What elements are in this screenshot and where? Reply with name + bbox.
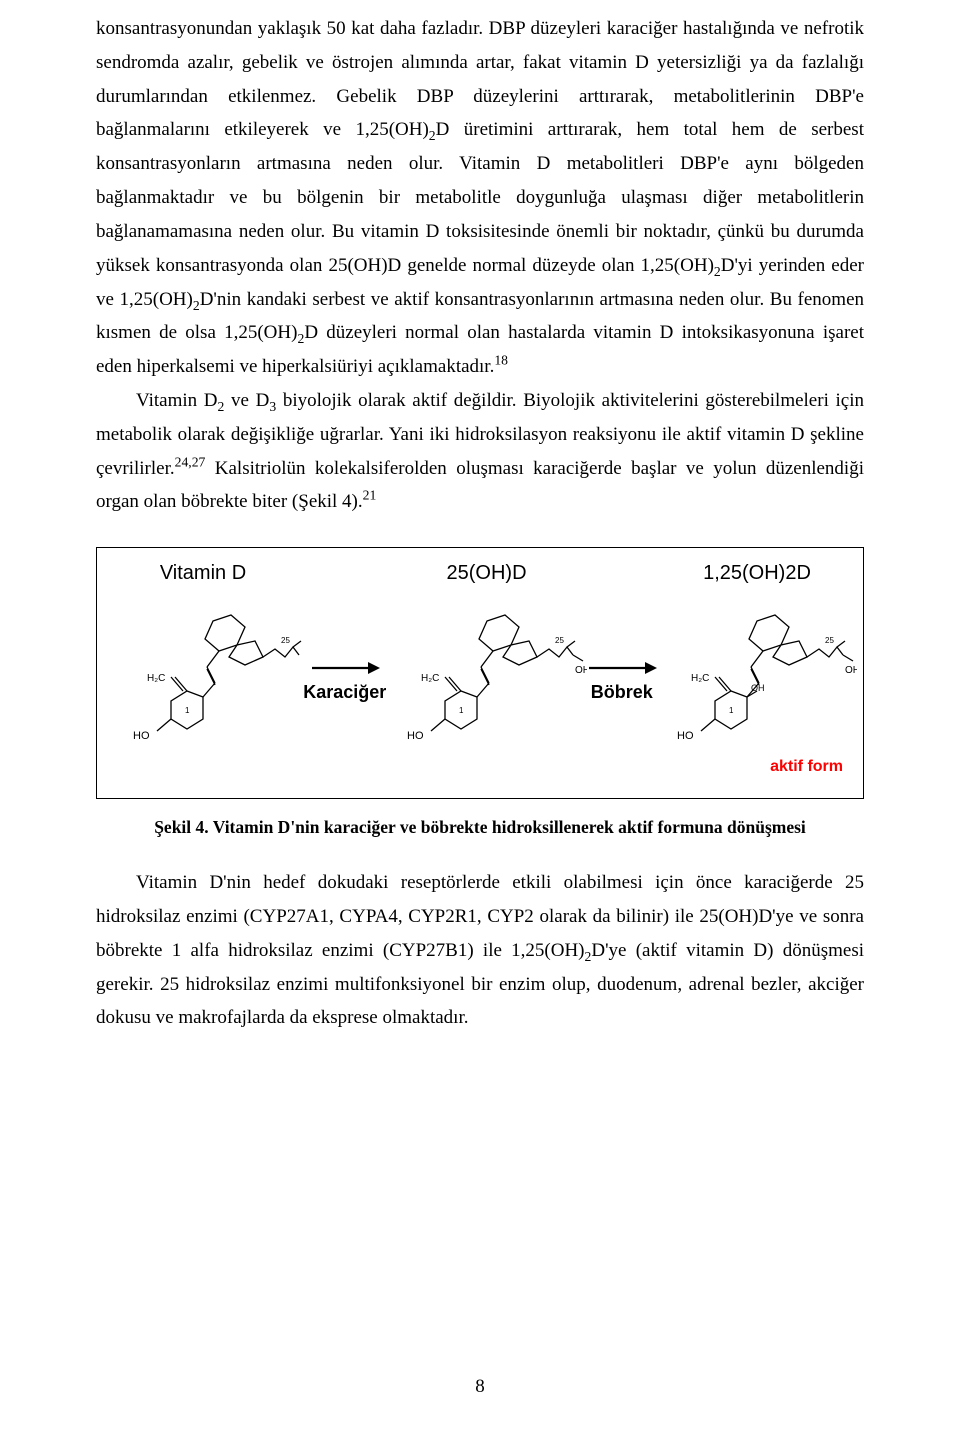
svg-text:HO: HO — [407, 730, 424, 742]
body-text-block-1: konsantrasyonundan yaklaşık 50 kat daha … — [96, 12, 864, 519]
page-content: konsantrasyonundan yaklaşık 50 kat daha … — [0, 0, 960, 1035]
arrow-1-svg — [310, 658, 380, 678]
molecule-2-title: 25(OH)D — [447, 562, 527, 585]
svg-text:HO: HO — [133, 730, 150, 742]
molecule-3-svg: OH 25 H₂C OH 1 — [657, 591, 857, 761]
svg-text:OH: OH — [575, 665, 587, 676]
arrow-2: Böbrek — [587, 658, 657, 703]
svg-text:1: 1 — [185, 706, 190, 715]
paragraph-3: Vitamin D'nin hedef dokudaki reseptörler… — [96, 866, 864, 1035]
svg-text:25: 25 — [281, 636, 290, 645]
aktif-form-label: aktif form — [770, 758, 843, 776]
arrow-1-label: Karaciğer — [303, 682, 386, 703]
molecule-3-title: 1,25(OH)2D — [703, 562, 811, 585]
svg-text:H₂C: H₂C — [421, 673, 439, 684]
svg-text:25: 25 — [825, 636, 834, 645]
paragraph-1: konsantrasyonundan yaklaşık 50 kat daha … — [96, 12, 864, 384]
arrow-2-label: Böbrek — [591, 682, 653, 703]
paragraph-2: Vitamin D2 ve D3 biyolojik olarak aktif … — [96, 384, 864, 519]
molecule-vitamin-d: Vitamin D 25 — [103, 562, 303, 761]
svg-text:HO: HO — [677, 730, 694, 742]
svg-text:1: 1 — [729, 706, 734, 715]
arrow-2-svg — [587, 658, 657, 678]
svg-text:H₂C: H₂C — [691, 673, 709, 684]
svg-text:25: 25 — [555, 636, 564, 645]
body-text-block-2: Vitamin D'nin hedef dokudaki reseptörler… — [96, 866, 864, 1035]
molecule-125oh2d: 1,25(OH)2D OH 25 — [657, 562, 857, 761]
figure-row: Vitamin D 25 — [97, 562, 863, 792]
arrow-1: Karaciğer — [303, 658, 386, 703]
figure-4-box: Vitamin D 25 — [96, 547, 864, 799]
molecule-25ohd: 25(OH)D OH 25 — [387, 562, 587, 761]
svg-text:H₂C: H₂C — [147, 673, 165, 684]
molecule-2-svg: OH 25 H₂C 1 HO — [387, 591, 587, 761]
figure-caption: Şekil 4. Vitamin D'nin karaciğer ve böbr… — [96, 817, 864, 838]
svg-text:1: 1 — [459, 706, 464, 715]
svg-text:OH: OH — [845, 665, 857, 676]
molecule-1-title: Vitamin D — [160, 562, 246, 585]
molecule-1-svg: 25 H₂C 1 — [103, 591, 303, 761]
svg-text:OH: OH — [751, 683, 765, 693]
page-number: 8 — [0, 1376, 960, 1398]
